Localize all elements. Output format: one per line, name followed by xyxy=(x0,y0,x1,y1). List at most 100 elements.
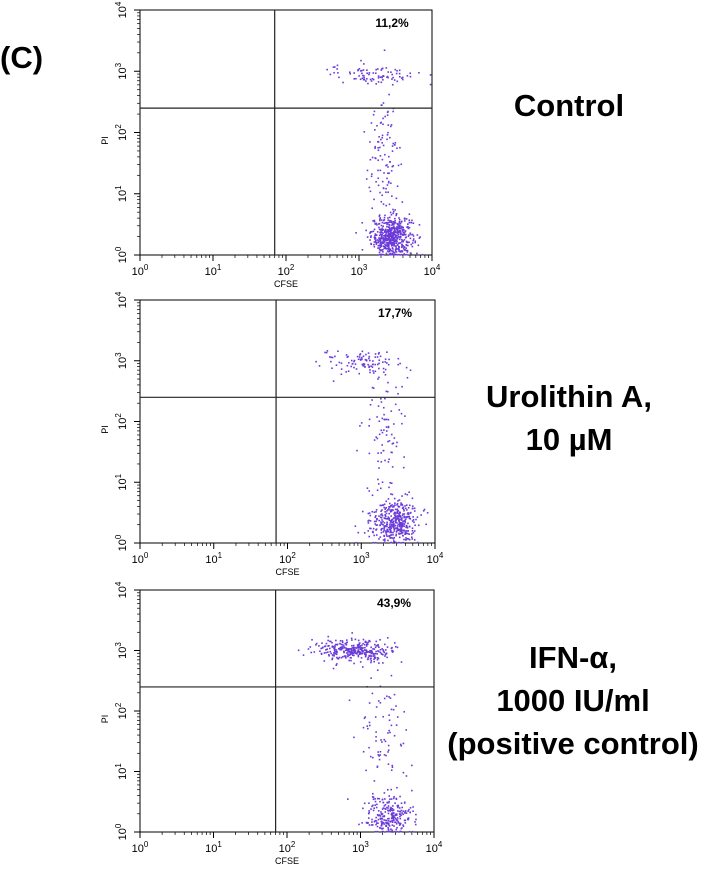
data-point xyxy=(399,222,402,225)
data-point xyxy=(374,129,376,131)
data-point xyxy=(373,534,376,537)
data-point xyxy=(331,658,333,661)
data-point xyxy=(398,231,400,233)
data-point xyxy=(315,644,317,646)
data-point xyxy=(378,646,380,649)
data-point xyxy=(379,246,382,249)
data-point xyxy=(377,244,380,247)
data-point xyxy=(368,535,371,538)
data-point xyxy=(385,822,388,825)
data-point xyxy=(387,71,390,73)
data-point xyxy=(401,76,404,79)
data-point xyxy=(387,229,389,231)
data-point xyxy=(375,650,377,653)
x-axis-label: CFSE xyxy=(275,856,299,866)
data-point xyxy=(378,814,381,816)
data-point xyxy=(382,649,384,651)
data-point xyxy=(383,506,385,509)
data-point xyxy=(355,77,357,80)
data-point xyxy=(307,648,310,650)
data-point xyxy=(372,655,374,657)
data-point xyxy=(392,531,394,534)
data-point xyxy=(379,800,381,803)
data-point xyxy=(402,810,405,812)
data-point xyxy=(358,651,360,654)
data-point xyxy=(378,251,381,254)
data-point xyxy=(404,822,407,824)
data-point xyxy=(380,253,382,256)
data-point xyxy=(329,73,332,76)
data-point xyxy=(392,110,394,113)
data-point xyxy=(385,512,388,515)
data-point xyxy=(407,515,410,518)
y-tick-label: 102 xyxy=(114,124,129,141)
data-point xyxy=(400,77,403,79)
data-point xyxy=(379,504,382,507)
data-point xyxy=(407,241,409,244)
data-point xyxy=(400,814,402,817)
data-point xyxy=(311,638,313,641)
data-point xyxy=(365,641,367,644)
data-point xyxy=(397,509,399,512)
data-point xyxy=(353,359,356,362)
data-point xyxy=(359,359,362,361)
data-point xyxy=(400,521,403,524)
data-point xyxy=(324,351,326,354)
data-point xyxy=(377,75,380,77)
data-point xyxy=(374,370,377,373)
data-point xyxy=(401,230,404,232)
data-point xyxy=(389,697,392,699)
data-point xyxy=(378,247,380,249)
data-point xyxy=(374,798,376,800)
data-point xyxy=(407,506,410,509)
data-point xyxy=(396,522,398,524)
data-point xyxy=(348,650,350,653)
data-point xyxy=(405,729,408,731)
data-point xyxy=(393,825,395,827)
data-point xyxy=(309,646,312,648)
data-point xyxy=(334,650,336,653)
data-point xyxy=(353,662,355,665)
data-point xyxy=(367,522,370,524)
data-point xyxy=(379,146,381,149)
data-point xyxy=(310,651,313,654)
y-axis-label: PI xyxy=(100,136,110,145)
data-point xyxy=(375,509,378,511)
data-point xyxy=(392,142,395,145)
data-point xyxy=(357,358,360,361)
data-point xyxy=(401,504,404,506)
data-point xyxy=(380,452,382,454)
data-point xyxy=(417,244,420,247)
data-point xyxy=(407,513,410,515)
data-point xyxy=(393,242,396,245)
data-point xyxy=(394,236,397,239)
data-point xyxy=(394,217,396,220)
data-point xyxy=(387,245,390,248)
data-point xyxy=(402,226,405,229)
data-point xyxy=(381,830,384,833)
data-point xyxy=(398,810,401,813)
data-point xyxy=(374,643,376,646)
data-point xyxy=(385,191,387,194)
data-point xyxy=(374,239,377,242)
data-point xyxy=(412,519,415,521)
data-point xyxy=(413,521,415,524)
data-point xyxy=(318,645,320,647)
data-point xyxy=(374,233,377,235)
data-point xyxy=(374,72,377,75)
data-point xyxy=(389,211,392,214)
data-point xyxy=(386,362,388,364)
y-tick-exponent: 1 xyxy=(114,763,123,768)
data-point xyxy=(372,113,375,116)
data-point xyxy=(391,764,394,767)
data-point xyxy=(323,660,326,662)
data-point xyxy=(356,355,359,358)
data-point xyxy=(349,72,352,75)
data-point xyxy=(384,373,387,376)
data-point xyxy=(389,160,391,163)
data-point xyxy=(414,524,416,527)
data-point xyxy=(341,640,344,642)
data-point xyxy=(407,810,409,812)
data-point xyxy=(349,652,351,654)
data-point xyxy=(419,236,421,238)
